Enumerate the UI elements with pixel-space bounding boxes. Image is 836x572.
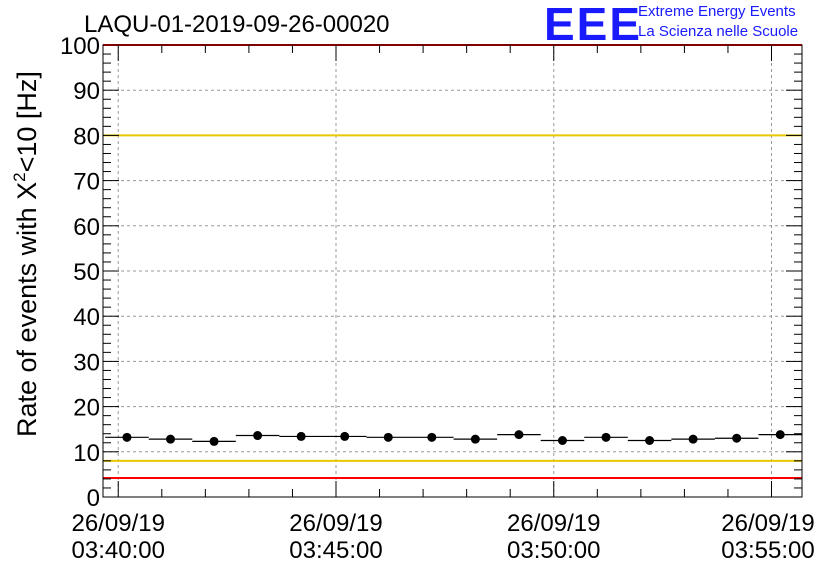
data-point	[253, 431, 263, 441]
x-tick-label-date: 26/09/19	[507, 510, 600, 537]
x-tick-label-time: 03:55:00	[721, 537, 814, 564]
y-tick-label: 10	[73, 440, 100, 467]
data-point	[645, 436, 655, 445]
y-axis-label: Rate of events with X2<10 [Hz]	[10, 71, 42, 437]
data-point	[209, 436, 219, 446]
data-points	[105, 430, 802, 446]
y-axis-label-prefix: Rate of events with X	[12, 182, 42, 437]
x-tick-label-time: 03:45:00	[289, 537, 382, 564]
data-point	[514, 430, 524, 440]
data-point	[732, 433, 742, 443]
x-tick-label-date: 26/09/19	[72, 510, 165, 537]
eee-logo-line2: La Scienza nelle Scuole	[638, 23, 799, 40]
data-point	[601, 432, 611, 442]
grid-lines	[103, 45, 802, 497]
data-point	[166, 434, 176, 444]
y-axis-label-suffix: <10 [Hz]	[12, 71, 42, 172]
x-tick-label-time: 03:40:00	[72, 537, 165, 564]
eee-logo-mark: EEE	[544, 0, 643, 50]
data-point	[470, 434, 480, 444]
data-point	[427, 432, 437, 442]
eee-logo: EEE Extreme Energy Events La Scienza nel…	[540, 0, 836, 48]
x-tick-labels: 26/09/1903:40:0026/09/1903:45:0026/09/19…	[72, 510, 815, 564]
y-tick-labels: 0 10 20 30 40 50 60 70 80 90 100	[60, 33, 100, 512]
x-tick-label-date: 26/09/19	[721, 510, 814, 537]
axis-ticks	[103, 44, 802, 498]
y-tick-label: 90	[73, 78, 100, 105]
x-tick-label-time: 03:50:00	[507, 537, 600, 564]
y-tick-label: 100	[60, 33, 100, 60]
data-point	[122, 432, 132, 442]
x-tick-label-date: 26/09/19	[289, 510, 382, 537]
y-tick-label: 30	[73, 349, 100, 376]
data-point	[557, 436, 567, 445]
data-point	[775, 430, 785, 440]
data-point	[688, 434, 698, 444]
data-point	[383, 432, 393, 442]
chart-title: LAQU-01-2019-09-26-00020	[84, 11, 390, 38]
y-tick-label: 0	[87, 485, 100, 512]
y-tick-label: 70	[73, 169, 100, 196]
eee-logo-line1: Extreme Energy Events	[638, 3, 796, 20]
y-tick-label: 40	[73, 304, 100, 331]
data-point	[296, 431, 306, 441]
y-tick-label: 60	[73, 214, 100, 241]
y-tick-label: 50	[73, 259, 100, 286]
y-axis-label-sup: 2	[10, 172, 29, 181]
reference-lines	[103, 44, 802, 480]
data-point	[340, 431, 350, 441]
y-tick-label: 20	[73, 395, 100, 422]
y-tick-label: 80	[73, 123, 100, 150]
